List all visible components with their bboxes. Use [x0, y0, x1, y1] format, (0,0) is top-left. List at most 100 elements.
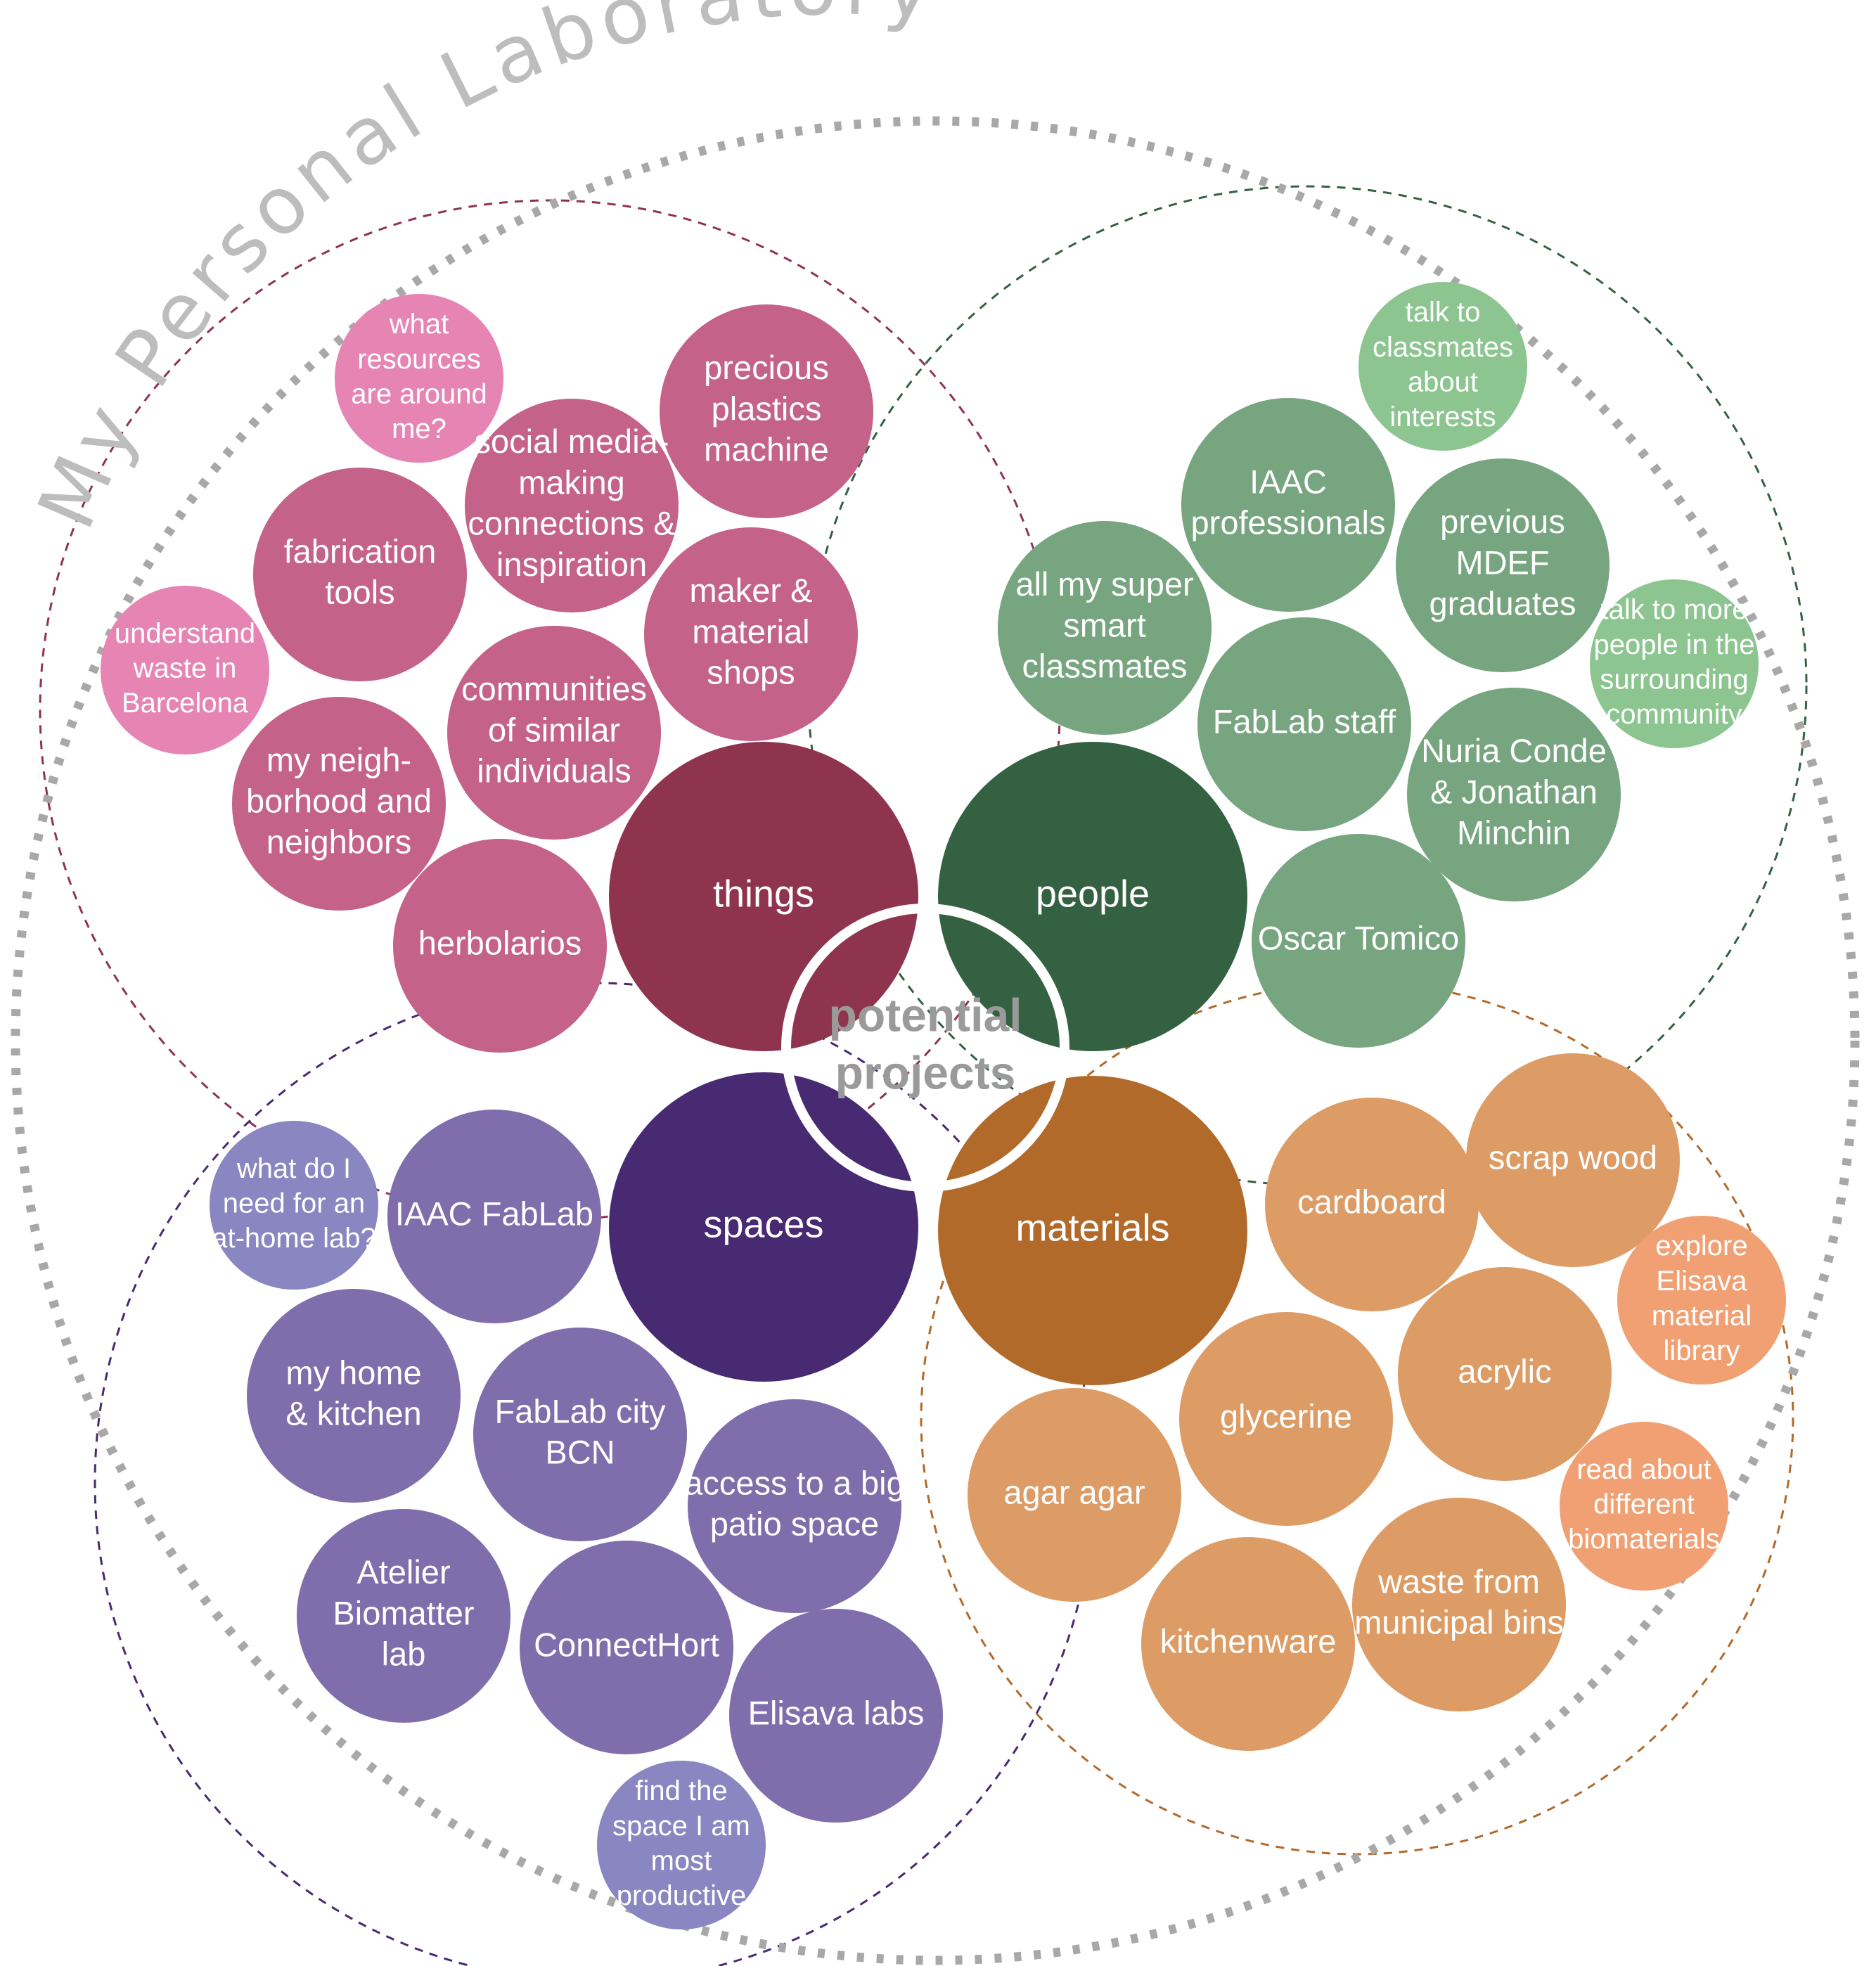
spaces-bubble-circle	[520, 1541, 733, 1754]
people-bubble-label-line: community	[1606, 699, 1742, 730]
spaces-bubble-label-line: ConnectHort	[534, 1626, 719, 1663]
spaces-bubble-circle	[597, 1761, 766, 1929]
spaces-bubble-circle	[247, 1289, 461, 1503]
spaces-hub-label: spaces	[703, 1203, 823, 1245]
materials-bubble-label-line: waste from	[1377, 1562, 1540, 1600]
people-bubble-circle	[1590, 579, 1759, 748]
spaces-bubble-label-line: Biomatter	[333, 1594, 474, 1631]
people-bubble-label-line: & Jonathan	[1430, 773, 1598, 810]
things-bubble: fabrication tools	[253, 468, 467, 681]
people-bubble-label-line: previous	[1440, 503, 1565, 540]
people-bubble-label-line: all my super	[1015, 565, 1193, 603]
people-bubble-label-line: Oscar Tomico	[1258, 919, 1459, 956]
things-bubble-label-line: herbolarios	[418, 924, 582, 961]
spaces-bubble-label-line: lab	[382, 1636, 426, 1673]
things-bubble: communities of similar individuals	[447, 626, 661, 840]
things-bubble-label-line: tools	[325, 574, 394, 611]
people-bubble-label-line: surrounding	[1600, 664, 1748, 695]
spaces-bubble-circle	[473, 1328, 687, 1541]
materials-hub-label: materials	[1015, 1207, 1169, 1249]
spaces-bubble: my home & kitchen	[247, 1289, 461, 1503]
people-bubble-label-line: IAAC	[1249, 463, 1327, 500]
people-bubble-label-line: Nuria Conde	[1421, 732, 1607, 769]
spaces-bubble-label-line: space I am	[612, 1811, 750, 1842]
things-bubble-label-line: plastics	[712, 390, 822, 427]
things-bubble-label-line: maker &	[690, 572, 813, 609]
people-bubble-label-line: MDEF	[1456, 544, 1549, 581]
materials-bubble-circle	[1179, 1312, 1393, 1526]
materials-hub: materials	[938, 1076, 1247, 1385]
people-bubble-label-line: classmates	[1022, 648, 1187, 685]
spaces-bubble-label-line: my home	[285, 1354, 421, 1391]
spaces-bubble-circle	[688, 1399, 901, 1613]
materials-bubble-label-line: cardboard	[1297, 1183, 1446, 1220]
things-bubble-circle	[660, 304, 873, 518]
people-bubble: talk to more people in the surrounding comm…	[1590, 579, 1759, 748]
people-bubble-label-line: talk to more	[1601, 594, 1748, 625]
materials-bubble: glycerine	[1179, 1312, 1393, 1526]
spaces-bubble-label-line: what do I	[236, 1153, 351, 1184]
center-label-line: projects	[835, 1046, 1016, 1098]
spaces-bubble-circle	[210, 1121, 378, 1290]
people-hub-label: people	[1036, 873, 1150, 915]
things-bubble-label-line: machine	[704, 431, 829, 468]
things-bubble-circle	[101, 586, 269, 754]
spaces-bubble-label-line: & kitchen	[285, 1395, 421, 1432]
things-bubble-label-line: inspiration	[496, 546, 647, 583]
materials-bubble-label-line: library	[1664, 1335, 1740, 1366]
things-bubble-label-line: individuals	[477, 752, 631, 790]
people-bubble-label-line: about	[1408, 366, 1478, 397]
materials-bubble: kitchenware	[1141, 1537, 1355, 1751]
things-bubble: precious plastics machine	[660, 304, 873, 518]
things-bubble-label-line: making	[518, 463, 625, 501]
spaces-bubble-label-line: Elisava labs	[748, 1694, 925, 1731]
things-bubble-circle	[335, 294, 503, 463]
things-bubble-label-line: shops	[707, 654, 795, 691]
center-label-line: potential	[829, 989, 1022, 1041]
materials-bubble-label-line: read about	[1576, 1454, 1711, 1485]
people-bubble: FabLab staff	[1197, 617, 1411, 831]
spaces-bubble-label-line: find the	[635, 1775, 727, 1806]
spaces-bubble-label-line: most	[651, 1845, 712, 1876]
materials-bubble-label-line: scrap wood	[1489, 1138, 1657, 1176]
materials-bubble-label-line: glycerine	[1220, 1397, 1352, 1434]
materials-bubble-circle	[1617, 1216, 1786, 1384]
things-bubble-label-line: material	[692, 612, 809, 650]
people-bubble-label-line: smart	[1063, 606, 1146, 643]
spaces-bubble-label-line: at-home lab?	[212, 1223, 375, 1254]
things-bubble-label-line: are around	[351, 378, 487, 409]
things-bubble: understand waste in Barcelona	[101, 586, 269, 754]
people-hub: people	[938, 742, 1247, 1051]
things-bubble-label-line: social media-	[475, 423, 669, 460]
materials-bubble-label-line: explore	[1655, 1231, 1747, 1261]
people-bubble-circle	[998, 521, 1212, 735]
materials-bubble: scrap wood	[1466, 1053, 1680, 1267]
things-bubble-circle	[644, 527, 858, 741]
things-bubble-label-line: waste in	[133, 653, 237, 684]
spaces-bubble-label-line: productive	[617, 1880, 747, 1911]
things-bubble-label-line: fabrication	[284, 532, 437, 570]
people-bubble: Oscar Tomico	[1252, 834, 1465, 1048]
people-bubble-label-line: Minchin	[1457, 814, 1571, 852]
people-bubble-label-line: talk to	[1406, 297, 1481, 328]
people-bubble-circle	[1197, 617, 1411, 831]
spaces-bubble-label-line: patio space	[710, 1505, 879, 1543]
things-bubble-label-line: Barcelona	[122, 688, 249, 719]
things-bubble: social media-making connections & inspirat…	[465, 399, 679, 612]
people-bubble-label-line: professionals	[1191, 504, 1386, 541]
things-bubble-label-line: my neigh-	[266, 741, 411, 778]
people-bubble: Nuria Conde & Jonathan Minchin	[1407, 688, 1621, 901]
things-bubble-label-line: me?	[392, 413, 446, 444]
materials-bubble-label-line: acrylic	[1458, 1352, 1551, 1389]
things-bubble-circle	[465, 399, 679, 612]
people-bubble-label-line: FabLab staff	[1213, 702, 1396, 740]
people-bubble-circle	[1181, 398, 1395, 612]
materials-bubble-circle	[1560, 1422, 1728, 1591]
materials-bubble-label-line: municipal bins	[1354, 1604, 1564, 1641]
